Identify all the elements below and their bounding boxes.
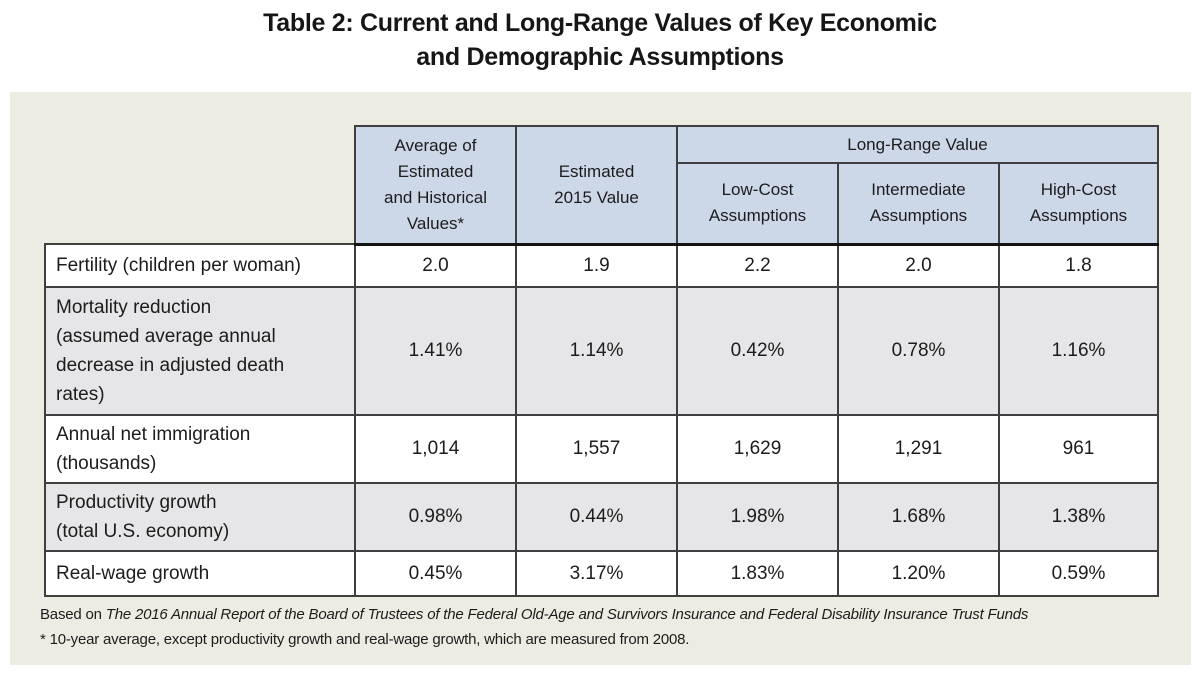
footnote-source-title: The 2016 Annual Report of the Board of T… — [105, 606, 1029, 623]
row-label: Real-wage growth — [44, 550, 356, 597]
value-cell: 2.0 — [354, 243, 517, 288]
value-cell: 1.14% — [515, 286, 678, 416]
table-row-real-wage: Real-wage growth 0.45% 3.17% 1.83% 1.20%… — [44, 550, 1159, 597]
table-row-mortality: Mortality reduction (assumed average ann… — [44, 286, 1159, 416]
column-header-average-historical: Average of Estimated and Historical Valu… — [354, 125, 517, 246]
value-cell: 1.16% — [998, 286, 1159, 416]
column-header-high-cost: High-Cost Assumptions — [998, 162, 1159, 246]
column-header-estimated-2015: Estimated 2015 Value — [515, 125, 678, 246]
value-cell: 1.41% — [354, 286, 517, 416]
value-cell: 1.68% — [837, 482, 1000, 552]
value-cell: 1,291 — [837, 414, 1000, 484]
value-cell: 1.83% — [676, 550, 839, 597]
assumptions-table: Average of Estimated and Historical Valu… — [44, 125, 1159, 597]
page-title: Table 2: Current and Long-Range Values o… — [0, 6, 1200, 74]
value-cell: 2.0 — [837, 243, 1000, 288]
value-cell: 0.44% — [515, 482, 678, 552]
footnote-source: Based on The 2016 Annual Report of the B… — [40, 602, 1028, 627]
value-cell: 961 — [998, 414, 1159, 484]
value-cell: 0.59% — [998, 550, 1159, 597]
table-panel: Average of Estimated and Historical Valu… — [10, 92, 1191, 665]
table-row-immigration: Annual net immigration (thousands) 1,014… — [44, 414, 1159, 484]
value-cell: 1.98% — [676, 482, 839, 552]
value-cell: 1.20% — [837, 550, 1000, 597]
value-cell: 1.38% — [998, 482, 1159, 552]
value-cell: 2.2 — [676, 243, 839, 288]
value-cell: 1.9 — [515, 243, 678, 288]
footnote-asterisk: * 10-year average, except productivity g… — [40, 631, 690, 648]
value-cell: 0.45% — [354, 550, 517, 597]
table-row-productivity: Productivity growth (total U.S. economy)… — [44, 482, 1159, 552]
value-cell: 0.98% — [354, 482, 517, 552]
value-cell: 3.17% — [515, 550, 678, 597]
footnotes: Based on The 2016 Annual Report of the B… — [40, 602, 1028, 652]
page-title-line2: and Demographic Assumptions — [416, 43, 784, 71]
page-title-line1: Table 2: Current and Long-Range Values o… — [263, 9, 937, 37]
row-label: Annual net immigration (thousands) — [44, 414, 356, 484]
table-row-fertility: Fertility (children per woman) 2.0 1.9 2… — [44, 243, 1159, 288]
column-group-header-long-range: Long-Range Value — [676, 125, 1159, 164]
value-cell: 0.42% — [676, 286, 839, 416]
value-cell: 1.8 — [998, 243, 1159, 288]
column-header-low-cost: Low-Cost Assumptions — [676, 162, 839, 246]
corner-empty-cell — [45, 126, 355, 244]
value-cell: 1,014 — [354, 414, 517, 484]
value-cell: 1,557 — [515, 414, 678, 484]
value-cell: 1,629 — [676, 414, 839, 484]
column-header-intermediate: Intermediate Assumptions — [837, 162, 1000, 246]
row-label: Mortality reduction (assumed average ann… — [44, 286, 356, 416]
row-label: Fertility (children per woman) — [44, 243, 356, 288]
row-label: Productivity growth (total U.S. economy) — [44, 482, 356, 552]
footnote-source-prefix: Based on — [40, 606, 106, 623]
value-cell: 0.78% — [837, 286, 1000, 416]
